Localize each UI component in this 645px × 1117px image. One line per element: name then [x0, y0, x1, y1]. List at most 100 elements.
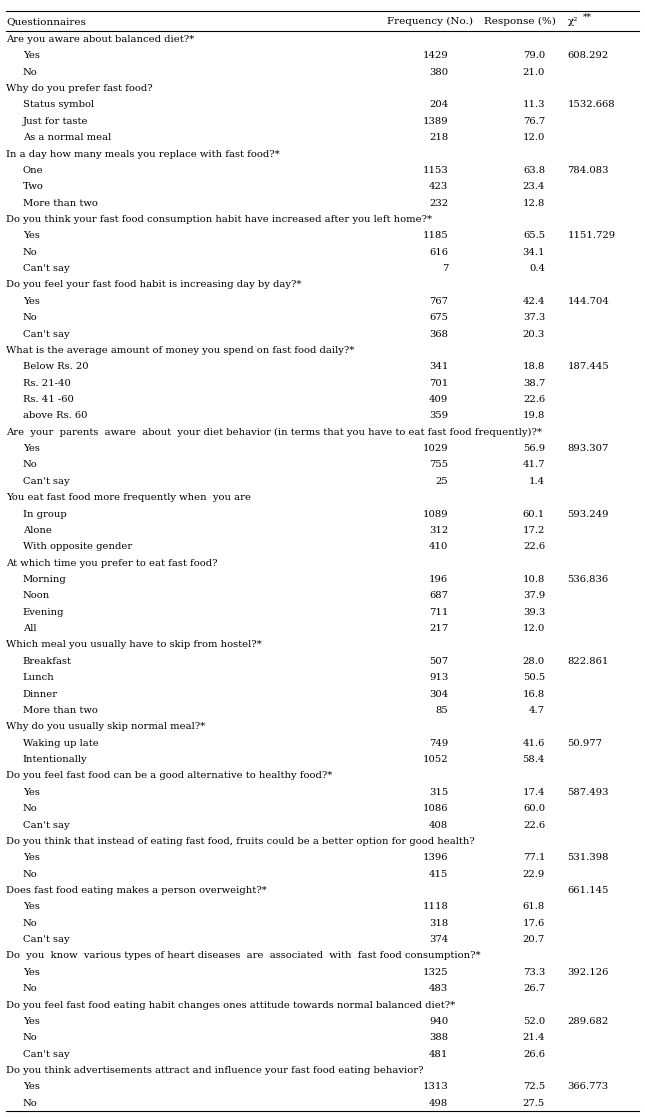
Text: 1396: 1396: [422, 853, 448, 862]
Text: 41.6: 41.6: [522, 738, 545, 747]
Text: Just for taste: Just for taste: [23, 117, 88, 126]
Text: 42.4: 42.4: [522, 297, 545, 306]
Text: No: No: [23, 1033, 37, 1042]
Text: 1118: 1118: [422, 903, 448, 911]
Text: 34.1: 34.1: [522, 248, 545, 257]
Text: 25: 25: [435, 477, 448, 486]
Text: 1389: 1389: [422, 117, 448, 126]
Text: 17.6: 17.6: [523, 918, 545, 928]
Text: 415: 415: [429, 870, 448, 879]
Text: As a normal meal: As a normal meal: [23, 133, 111, 142]
Text: 408: 408: [429, 821, 448, 830]
Text: 41.7: 41.7: [522, 460, 545, 469]
Text: 22.9: 22.9: [523, 870, 545, 879]
Text: No: No: [23, 248, 37, 257]
Text: 187.445: 187.445: [568, 362, 610, 371]
Text: No: No: [23, 313, 37, 322]
Text: 368: 368: [430, 330, 448, 338]
Text: 1.4: 1.4: [529, 477, 545, 486]
Text: Which meal you usually have to skip from hostel?*: Which meal you usually have to skip from…: [6, 640, 263, 649]
Text: 1429: 1429: [422, 51, 448, 60]
Text: You eat fast food more frequently when  you are: You eat fast food more frequently when y…: [6, 494, 252, 503]
Text: 410: 410: [429, 542, 448, 552]
Text: Can't say: Can't say: [23, 477, 69, 486]
Text: 63.8: 63.8: [523, 166, 545, 175]
Text: Why do you prefer fast food?: Why do you prefer fast food?: [6, 84, 153, 93]
Text: All: All: [23, 624, 36, 633]
Text: 61.8: 61.8: [523, 903, 545, 911]
Text: Can't say: Can't say: [23, 935, 69, 944]
Text: 913: 913: [429, 674, 448, 682]
Text: 893.307: 893.307: [568, 445, 609, 454]
Text: Can't say: Can't say: [23, 264, 69, 273]
Text: 60.0: 60.0: [523, 804, 545, 813]
Text: 79.0: 79.0: [523, 51, 545, 60]
Text: above Rs. 60: above Rs. 60: [23, 411, 87, 420]
Text: Yes: Yes: [23, 51, 39, 60]
Text: 1086: 1086: [422, 804, 448, 813]
Text: With opposite gender: With opposite gender: [23, 542, 132, 552]
Text: 21.4: 21.4: [522, 1033, 545, 1042]
Text: No: No: [23, 984, 37, 993]
Text: 22.6: 22.6: [523, 542, 545, 552]
Text: 22.6: 22.6: [523, 395, 545, 404]
Text: Waking up late: Waking up late: [23, 738, 98, 747]
Text: 37.3: 37.3: [523, 313, 545, 322]
Text: 359: 359: [429, 411, 448, 420]
Text: Why do you usually skip normal meal?*: Why do you usually skip normal meal?*: [6, 723, 206, 732]
Text: 374: 374: [429, 935, 448, 944]
Text: Below Rs. 20: Below Rs. 20: [23, 362, 88, 371]
Text: 483: 483: [429, 984, 448, 993]
Text: 388: 388: [429, 1033, 448, 1042]
Text: 341: 341: [429, 362, 448, 371]
Text: In a day how many meals you replace with fast food?*: In a day how many meals you replace with…: [6, 150, 280, 159]
Text: 12.0: 12.0: [522, 133, 545, 142]
Text: Yes: Yes: [23, 231, 39, 240]
Text: More than two: More than two: [23, 199, 97, 208]
Text: 711: 711: [429, 608, 448, 617]
Text: 531.398: 531.398: [568, 853, 609, 862]
Text: 498: 498: [429, 1099, 448, 1108]
Text: 318: 318: [429, 918, 448, 928]
Text: Are you aware about balanced diet?*: Are you aware about balanced diet?*: [6, 35, 195, 44]
Text: In group: In group: [23, 509, 66, 518]
Text: 196: 196: [429, 575, 448, 584]
Text: 380: 380: [429, 68, 448, 77]
Text: 1325: 1325: [422, 967, 448, 976]
Text: 701: 701: [429, 379, 448, 388]
Text: 767: 767: [430, 297, 448, 306]
Text: 60.1: 60.1: [523, 509, 545, 518]
Text: 1089: 1089: [422, 509, 448, 518]
Text: 17.2: 17.2: [522, 526, 545, 535]
Text: 218: 218: [429, 133, 448, 142]
Text: 289.682: 289.682: [568, 1016, 609, 1025]
Text: 26.6: 26.6: [523, 1050, 545, 1059]
Text: Do you feel your fast food habit is increasing day by day?*: Do you feel your fast food habit is incr…: [6, 280, 302, 289]
Text: Are  your  parents  aware  about  your diet behavior (in terms that you have to : Are your parents aware about your diet b…: [6, 428, 542, 437]
Text: Can't say: Can't say: [23, 330, 69, 338]
Text: Noon: Noon: [23, 591, 50, 601]
Text: χ²: χ²: [568, 17, 578, 26]
Text: 27.5: 27.5: [523, 1099, 545, 1108]
Text: 85: 85: [435, 706, 448, 715]
Text: Two: Two: [23, 182, 43, 191]
Text: 144.704: 144.704: [568, 297, 610, 306]
Text: 18.8: 18.8: [522, 362, 545, 371]
Text: 481: 481: [429, 1050, 448, 1059]
Text: Yes: Yes: [23, 1016, 39, 1025]
Text: 593.249: 593.249: [568, 509, 609, 518]
Text: No: No: [23, 1099, 37, 1108]
Text: 37.9: 37.9: [523, 591, 545, 601]
Text: 10.8: 10.8: [522, 575, 545, 584]
Text: 587.493: 587.493: [568, 787, 609, 796]
Text: 1532.668: 1532.668: [568, 101, 615, 109]
Text: Yes: Yes: [23, 853, 39, 862]
Text: Evening: Evening: [23, 608, 64, 617]
Text: 52.0: 52.0: [523, 1016, 545, 1025]
Text: 19.8: 19.8: [522, 411, 545, 420]
Text: Morning: Morning: [23, 575, 66, 584]
Text: 76.7: 76.7: [523, 117, 545, 126]
Text: 232: 232: [429, 199, 448, 208]
Text: 0.4: 0.4: [529, 264, 545, 273]
Text: Frequency (No.): Frequency (No.): [387, 17, 473, 26]
